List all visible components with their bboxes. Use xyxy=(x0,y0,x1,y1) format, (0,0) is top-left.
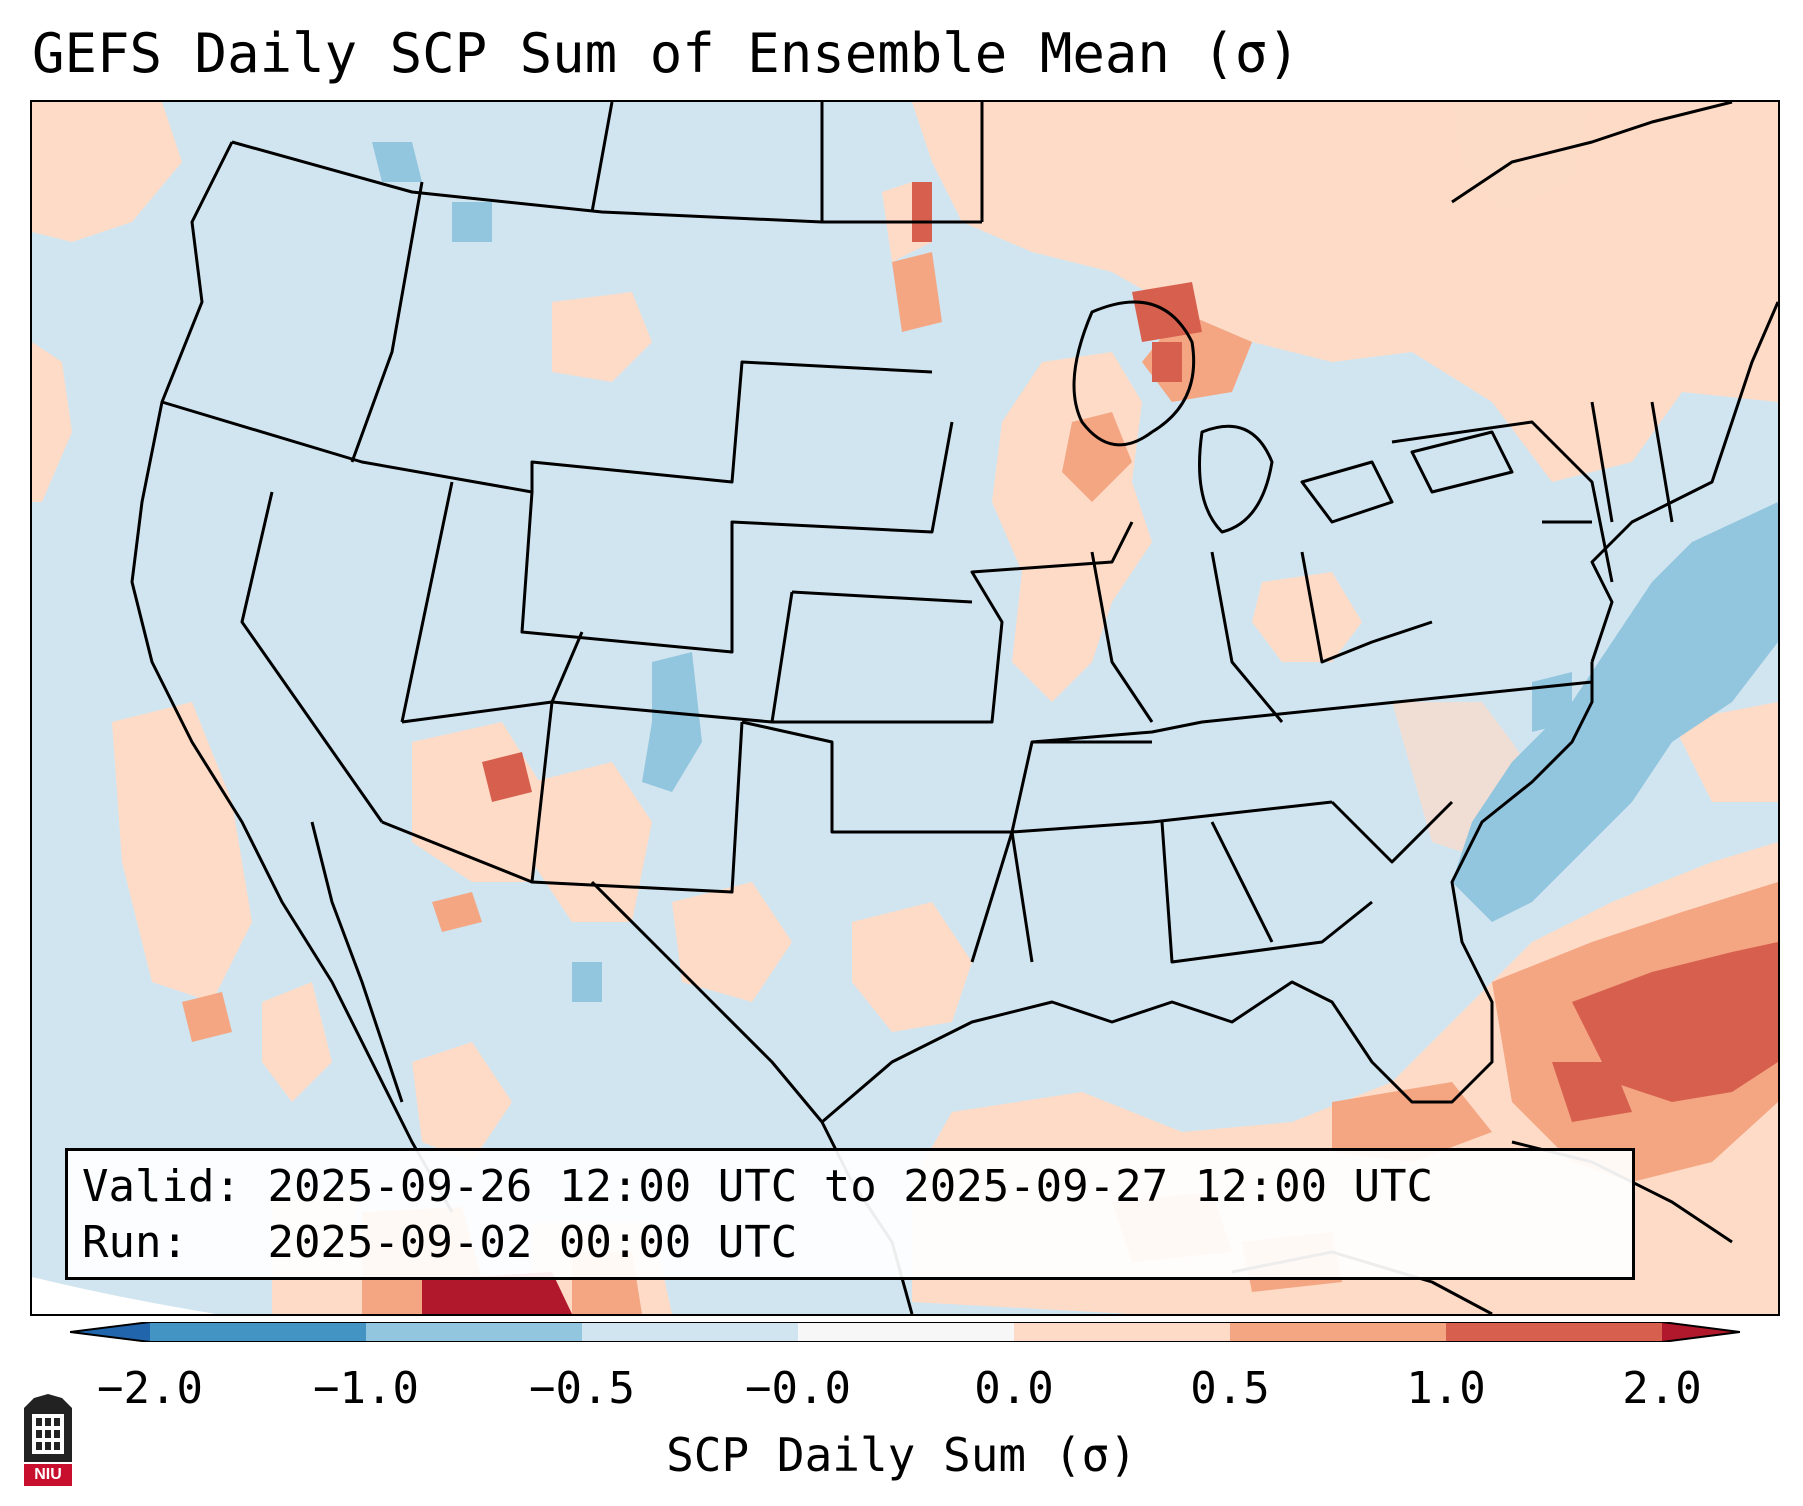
colorbar-tick-label: −0.5 xyxy=(529,1363,635,1414)
colorbar-tick-label: 0.5 xyxy=(1190,1363,1270,1414)
map-panel xyxy=(30,100,1780,1316)
colorbar-bin-5 xyxy=(1014,1322,1230,1342)
colorbar-bin-2 xyxy=(366,1322,582,1342)
colorbar-tick-label: −0.0 xyxy=(745,1363,851,1414)
colorbar-tick-label: 1.0 xyxy=(1406,1363,1486,1414)
validity-info-box: Valid: 2025-09-26 12:00 UTC to 2025-09-2… xyxy=(65,1148,1635,1280)
colorbar-tick-label: 2.0 xyxy=(1622,1363,1702,1414)
valid-value: 2025-09-26 12:00 UTC to 2025-09-27 12:00… xyxy=(267,1161,1434,1212)
run-label: Run: xyxy=(82,1217,188,1268)
colorbar xyxy=(70,1322,1740,1342)
valid-line: Valid: 2025-09-26 12:00 UTC to 2025-09-2… xyxy=(82,1159,1632,1215)
run-line: Run: 2025-09-02 00:00 UTC xyxy=(82,1215,1632,1271)
colorbar-bin-over xyxy=(1662,1322,1740,1342)
colorbar-bin-6 xyxy=(1230,1322,1446,1342)
scp-negative-anomalies xyxy=(372,142,1778,1002)
scp-strong-anomalies xyxy=(482,182,1778,1122)
colorbar-bin-4 xyxy=(798,1322,1014,1342)
projected-domain xyxy=(32,102,1778,1314)
niu-logo-text: NIU xyxy=(34,1466,62,1483)
colorbar-bin-7 xyxy=(1446,1322,1662,1342)
niu-logo xyxy=(24,1394,72,1486)
colorbar-label: SCP Daily Sum (σ) xyxy=(666,1428,1137,1482)
colorbar-tick-label: −1.0 xyxy=(313,1363,419,1414)
colorbar-tick-label: −2.0 xyxy=(97,1363,203,1414)
map-title: GEFS Daily SCP Sum of Ensemble Mean (σ) xyxy=(32,22,1300,85)
colorbar-tick-label: 0.0 xyxy=(974,1363,1054,1414)
valid-label: Valid: xyxy=(82,1161,241,1212)
colorbar-bin-3 xyxy=(582,1322,798,1342)
colorbar-bin-under xyxy=(70,1322,150,1342)
colorbar-bin-1 xyxy=(150,1322,366,1342)
scp-very-strong-anomalies xyxy=(422,1272,572,1314)
state-boundaries xyxy=(161,102,1674,964)
run-value: 2025-09-02 00:00 UTC xyxy=(267,1217,798,1268)
